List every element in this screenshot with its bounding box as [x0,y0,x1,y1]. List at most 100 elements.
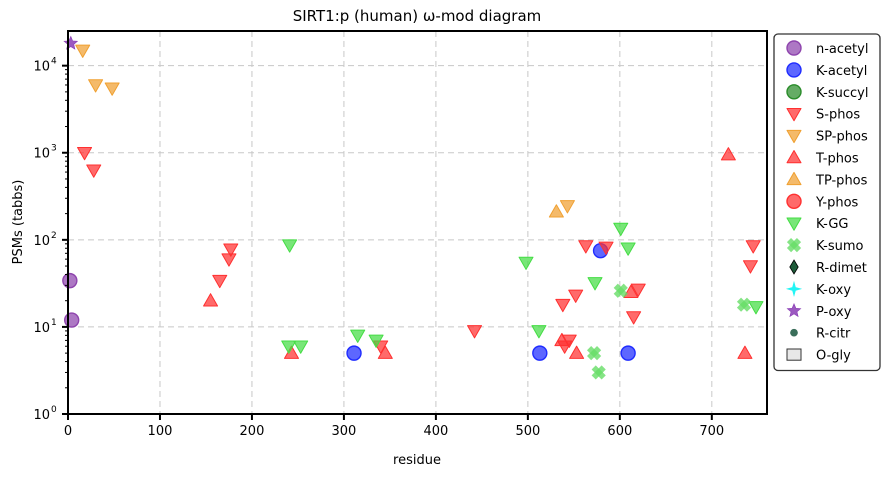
y-tick-label: 10 [33,234,50,249]
legend-marker-tp-phos [786,171,802,186]
y-tick-exponent: 0 [51,405,57,415]
legend-marker-t-phos [786,150,802,164]
point-k-gg [293,340,309,354]
legend-label-s-phos: S-phos [816,108,860,123]
plot-border [67,30,768,415]
legend-label-k-acetyl: K-acetyl [816,64,867,79]
legend-marker-k-succyl [786,84,802,100]
x-tick-label: 0 [64,424,72,439]
y-tick-label: 10 [33,408,50,423]
x-tick-label: 100 [148,424,173,439]
legend-marker-n-acetyl [786,40,802,56]
point-k-gg [368,334,384,348]
point-t-phos [737,345,753,359]
point-k-gg [282,239,298,253]
y-tick-label: 10 [33,321,50,336]
x-tick-label: 300 [332,424,357,439]
point-s-phos [745,240,761,254]
y-tick-exponent: 4 [51,57,57,67]
point-t-phos [623,284,639,299]
point-k-acetyl [620,345,636,361]
point-s-phos [578,240,594,254]
y-tick-exponent: 1 [51,318,57,328]
legend-marker-r-citr [790,328,798,337]
legend-label-k-sumo: K-sumo [816,239,864,254]
point-k-sumo [586,346,602,361]
point-tp-phos [548,204,564,218]
legend-marker-o-gly [786,348,802,361]
x-axis-label: residue [393,453,441,468]
plot-frame [67,30,768,415]
point-n-acetyl [62,272,78,289]
point-s-phos [212,274,228,289]
legend-label-sp-phos: SP-phos [816,130,868,145]
x-tick-label: 400 [423,424,448,439]
legend-marker-sp-phos [786,129,802,144]
y-tick-exponent: 2 [51,231,57,241]
point-k-acetyl [346,345,362,361]
point-s-phos [221,253,237,267]
legend-label-k-gg: K-GG [816,217,848,232]
point-sp-phos [75,44,91,58]
point-s-phos [598,241,614,255]
point-sp-phos [88,79,104,93]
x-tick-label: 600 [607,424,632,439]
legend-marker-k-gg [786,217,802,231]
point-p-oxy [63,35,79,50]
x-tick-label: 500 [515,424,540,439]
y-tick-label: 10 [33,60,50,75]
point-s-phos [555,298,571,313]
legend-marker-p-oxy [786,303,802,318]
point-n-acetyl [63,312,80,328]
y-tick-exponent: 3 [51,144,57,154]
point-sp-phos [104,82,120,96]
point-k-sumo [591,365,606,380]
legend-label-n-acetyl: n-acetyl [816,42,868,57]
legend-label-tp-phos: TP-phos [815,173,868,188]
legend-label-k-succyl: K-succyl [816,86,868,101]
point-t-phos [203,293,219,307]
point-sp-phos [559,200,575,214]
point-s-phos [626,311,642,325]
legend-marker-k-acetyl [786,62,802,78]
legend-label-y-phos: Y-phos [815,195,859,210]
point-k-gg [518,256,534,270]
x-tick-label: 200 [240,424,265,439]
point-k-gg [748,301,764,315]
legend-box [773,33,881,372]
point-s-phos [77,146,93,161]
point-k-acetyl [532,345,548,361]
point-s-phos [467,325,483,339]
point-s-phos [86,164,102,178]
chart-title: SIRT1:p (human) ω-mod diagram [293,7,542,25]
point-t-phos [554,332,570,347]
legend-label-p-oxy: P-oxy [816,305,852,320]
y-axis-label: PSMs (tabbs) [11,180,26,265]
point-k-gg [620,242,636,256]
point-k-sumo [736,297,752,312]
legend-label-o-gly: O-gly [816,349,851,364]
grid [68,31,767,414]
point-k-gg [350,329,366,343]
legend: n-acetyl K-acetyl K-succyl S-phos SP-phos T-p… [773,33,881,372]
point-k-gg [587,277,603,291]
legend-label-r-citr: R-citr [816,327,851,342]
legend-marker-y-phos [786,193,802,210]
legend-marker-k-oxy [785,280,803,298]
point-s-phos [223,243,239,257]
point-t-phos [569,345,585,359]
point-k-gg [281,340,297,354]
point-s-phos [742,260,758,274]
legend-label-r-dimet: R-dimet [816,261,867,276]
point-k-sumo [613,283,628,298]
point-t-phos [377,345,393,359]
legend-marker-k-sumo [786,238,802,253]
legend-label-k-oxy: K-oxy [816,283,851,298]
x-tick-label: 700 [699,424,724,439]
data-points [62,35,764,380]
point-s-phos [630,283,646,297]
point-s-phos [568,289,584,303]
point-k-gg [613,222,629,236]
